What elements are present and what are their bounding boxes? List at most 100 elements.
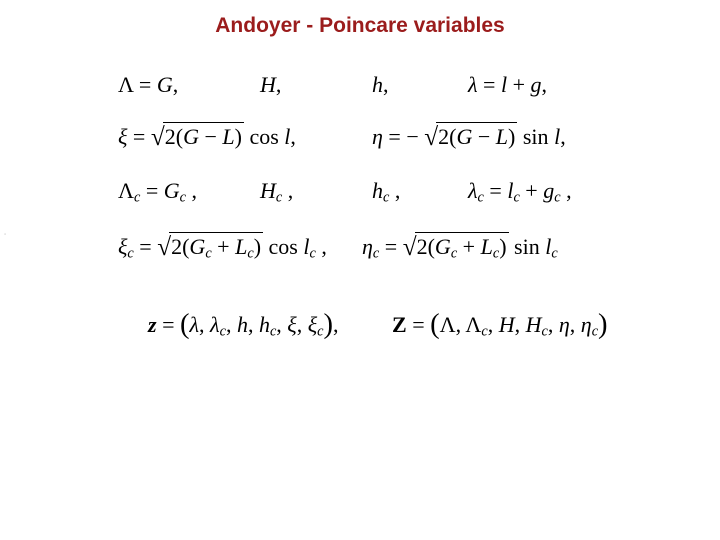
lambda: λ (468, 178, 478, 203)
eq-row3-col4: λc = lc + gc , (468, 178, 572, 207)
sin: sin (517, 124, 554, 149)
plus: + (513, 72, 525, 97)
L: L (235, 234, 247, 259)
close-paren: ) (499, 234, 506, 259)
sub-c: c (317, 324, 323, 340)
eq-row3-col2: Hc , (260, 178, 293, 207)
eq-sign: = (483, 72, 495, 97)
xi: ξ (118, 234, 127, 259)
eq-row4-xi-c: ξc = √2(Gc + Lc) cos lc , (118, 232, 327, 263)
eq-row1-col2: H, (260, 72, 281, 98)
comma: , (515, 312, 526, 337)
h: h (237, 312, 248, 337)
comma: , (226, 312, 237, 337)
sin: sin (509, 234, 546, 259)
eq-sign: = (407, 312, 430, 337)
page-number: 4 (4, 232, 6, 236)
comma: , (548, 312, 559, 337)
eta: η (372, 124, 388, 149)
vec-Z: Z (392, 312, 407, 337)
plus: + (457, 234, 480, 259)
radical-icon: √ (151, 123, 165, 151)
eq-sign: = (157, 312, 180, 337)
eq-row1-col1: Λ = G, (118, 72, 178, 98)
eq-row3-col1: Λc = Gc , (118, 178, 197, 207)
Lambda: Λ (465, 312, 481, 337)
comma: , (297, 312, 308, 337)
eq-row1-col4: λ = l + g, (468, 72, 547, 98)
sqrt: √2(G − L) (151, 122, 244, 151)
slide-title: Andoyer - Poincare variables (0, 14, 720, 38)
close-paren: ) (254, 234, 261, 259)
comma: , (488, 312, 499, 337)
G: G (456, 124, 477, 149)
xi: ξ (118, 124, 133, 149)
eq-sign: = (139, 72, 151, 97)
eq-sign: = (134, 234, 157, 259)
eq-sign: = (388, 124, 400, 149)
comma: , (199, 312, 210, 337)
two-open: 2( (417, 234, 435, 259)
G: G (151, 72, 172, 97)
G: G (183, 124, 204, 149)
comma: , (173, 72, 179, 97)
neg: − (401, 124, 419, 149)
eq-row3-col3: hc , (372, 178, 400, 207)
comma: , (389, 178, 400, 203)
minus: − (478, 124, 490, 149)
Lambda-c: Λ (118, 178, 134, 203)
eq-row2-xi: ξ = √2(G − L) cos l, (118, 122, 296, 151)
L: L (217, 124, 235, 149)
xi: ξ (308, 312, 317, 337)
two-open: 2( (165, 124, 183, 149)
cos: cos (263, 234, 303, 259)
open-paren: ( (430, 309, 440, 340)
l: l (495, 72, 512, 97)
G: G (164, 178, 180, 203)
lambda: λ (190, 312, 200, 337)
eq-row5-z: z = (λ, λc, h, hc, ξ, ξc), (148, 308, 339, 341)
radical-icon: √ (403, 233, 417, 261)
two-open: 2( (438, 124, 456, 149)
xi: ξ (287, 312, 296, 337)
sqrt: √2(G − L) (424, 122, 517, 151)
G: G (189, 234, 205, 259)
comma: , (282, 178, 293, 203)
eq-sign: = (133, 124, 145, 149)
two-open: 2( (171, 234, 189, 259)
eq-sign: = (379, 234, 402, 259)
radicand: 2(G − L) (436, 122, 517, 150)
eta: η (581, 312, 592, 337)
sub-c: c (551, 246, 557, 262)
H: H (260, 72, 276, 97)
comma: , (316, 234, 327, 259)
comma: , (456, 312, 466, 337)
H: H (526, 312, 542, 337)
sqrt: √2(Gc + Lc) (403, 232, 509, 263)
comma: , (248, 312, 259, 337)
H: H (260, 178, 276, 203)
lambda: λ (468, 72, 483, 97)
close-paren: ) (508, 124, 515, 149)
comma: , (186, 178, 197, 203)
close-paren: ) (598, 309, 608, 340)
lambda: λ (210, 312, 220, 337)
L: L (490, 124, 508, 149)
close-paren: ) (324, 309, 334, 340)
comma: , (561, 178, 572, 203)
h: h (372, 178, 383, 203)
h: h (372, 72, 383, 97)
eq-sign: = (484, 178, 507, 203)
g: g (525, 72, 542, 97)
cos: cos (244, 124, 284, 149)
G: G (435, 234, 451, 259)
Lambda: Λ (440, 312, 456, 337)
comma: , (276, 312, 287, 337)
radicand: 2(G − L) (163, 122, 244, 150)
comma: , (570, 312, 581, 337)
L: L (481, 234, 493, 259)
vec-z: z (148, 312, 157, 337)
eta: η (362, 234, 373, 259)
comma: , (333, 312, 339, 337)
Lambda: Λ (118, 72, 139, 97)
